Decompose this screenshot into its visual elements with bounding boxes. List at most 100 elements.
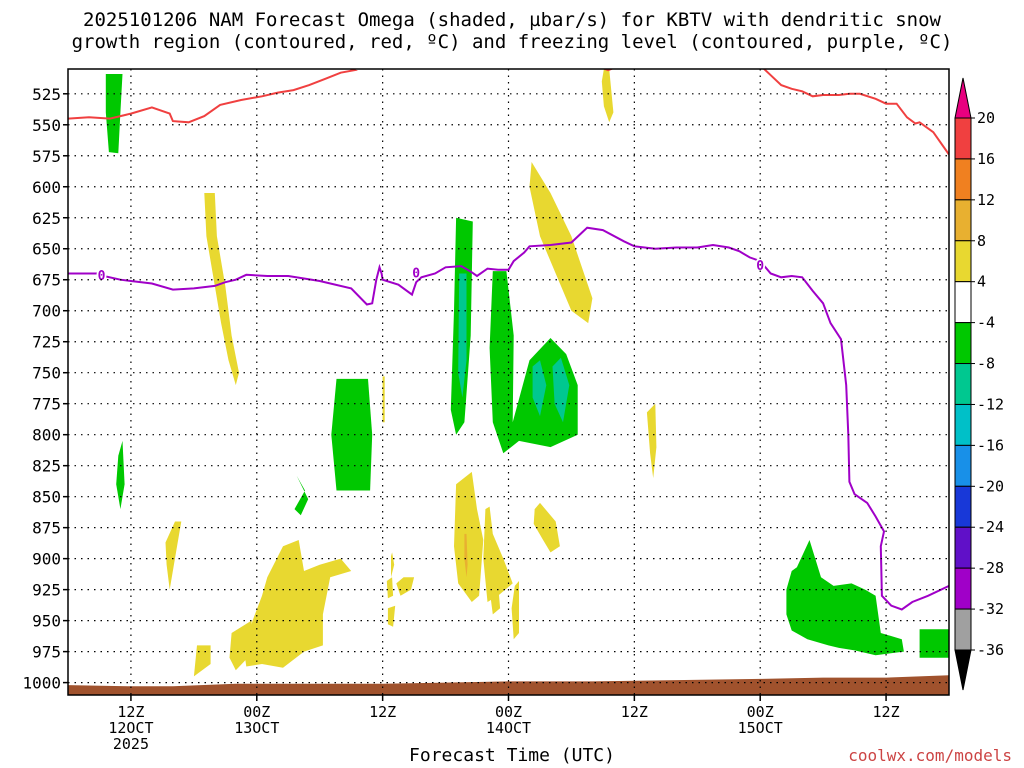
colorbar-label-8: -16 [977,436,1004,454]
contour-label-2: 0 [756,259,764,274]
omega-region-11 [646,403,657,479]
omega-region-29 [919,629,949,658]
omega-region-3 [458,273,467,398]
omega-region-10 [382,376,385,423]
y-tick-label-5: 650 [32,240,61,259]
x-tick-label-2-0: 12Z [369,703,396,721]
omega-region-22 [454,471,484,602]
colorbar-box-1 [954,158,972,201]
y-tick-label-7: 700 [32,302,61,321]
omega-region-14 [165,521,182,590]
omega-region-4 [529,162,593,324]
colorbar-box-12 [954,608,972,651]
omega-region-0 [105,74,123,154]
x-tick-label-4-0: 12Z [621,703,648,721]
colorbar-label-2: 12 [977,191,995,209]
contour-label-bg-1 [411,265,422,280]
colorbar-box-11 [954,567,972,610]
x-tick-label-1-1: 13OCT [234,719,279,737]
colorbar-box-8 [954,444,972,487]
y-tick-label-4: 625 [32,209,61,228]
y-tick-label-3: 600 [32,178,61,197]
omega-region-24 [483,506,513,602]
colorbar-box-3 [954,240,972,283]
y-tick-label-6: 675 [32,271,61,290]
colorbar-label-1: 16 [977,150,995,168]
omega-region-13 [116,440,125,510]
axes-layer: 525 550 575 600 625 650 675 700 725 750 775 800 825 8… [22,68,950,753]
x-tick-label-0-2: 2025 [113,735,149,753]
colorbar-label-10: -24 [977,518,1004,536]
y-tick-label-9: 750 [32,364,61,383]
omega-region-27 [533,502,560,553]
omega-region-5 [489,271,578,454]
x-tick-label-5-0: 00Z [747,703,774,721]
chart-title-line2: growth region (contoured, red, ºC) and f… [71,31,953,53]
chart-title-line1: 2025101206 NAM Forecast Omega (shaded, µ… [83,9,941,31]
omega-region-28 [786,540,904,656]
omega-region-21 [387,605,396,627]
omega-region-1 [601,69,614,123]
colorbar-box-5 [954,322,972,365]
dgz-contour-line [68,69,949,156]
colorbar: 20 16 12 8 4 -4 -8 -12 -16 -20 -24 -28 -32 -36 [954,77,1004,691]
colorbar-label-5: -4 [977,314,995,332]
contour-lines-layer: 0 0 0 [68,69,949,611]
omega-region-12 [294,475,309,516]
x-tick-label-0-1: 12OCT [108,719,153,737]
colorbar-label-7: -12 [977,395,1004,413]
y-tick-label-12: 825 [32,457,61,476]
contour-label-0: 0 [98,269,106,284]
y-tick-label-16: 925 [32,581,61,600]
y-tick-label-19: 1000 [22,674,61,693]
colorbar-box-9 [954,485,972,528]
omega-region-23 [464,533,468,578]
x-axis-title: Forecast Time (UTC) [409,745,615,766]
omega-region-26 [511,581,519,640]
omega-region-19 [386,577,394,599]
omega-region-7 [552,357,570,423]
colorbar-box-7 [954,403,972,446]
colorbar-label-9: -20 [977,477,1004,495]
y-tick-label-0: 525 [32,85,61,104]
contour-label-1: 0 [412,266,420,281]
omega-region-18 [391,552,395,578]
omega-region-16 [193,645,211,677]
colorbar-label-4: 4 [977,273,986,291]
contour-label-bg-0 [96,267,107,282]
y-tick-label-8: 725 [32,333,61,352]
freezing-level-line [68,226,949,611]
colorbar-label-11: -28 [977,559,1004,577]
omega-region-9 [331,378,373,491]
colorbar-box-6 [954,363,972,405]
colorbar-box-0 [954,117,972,160]
x-tick-label-5-1: 15OCT [738,719,783,737]
omega-region-25 [485,577,501,615]
x-tick-label-1-0: 00Z [243,703,270,721]
omega-region-20 [396,577,415,596]
y-tick-label-13: 850 [32,488,61,507]
y-tick-label-17: 950 [32,612,61,631]
colorbar-label-13: -36 [977,641,1004,659]
y-tick-label-14: 875 [32,519,61,538]
terrain-fill [68,675,949,695]
y-tick-label-15: 900 [32,550,61,569]
colorbar-top-arrow [954,77,972,119]
grid-lines [68,69,949,695]
colorbar-label-0: 20 [977,109,995,127]
colorbar-label-6: -8 [977,355,995,373]
omega-region-17 [244,540,352,668]
y-tick-label-18: 975 [32,643,61,662]
y-tick-label-2: 575 [32,147,61,166]
y-tick-label-10: 775 [32,395,61,414]
y-tick-label-1: 550 [32,116,61,135]
x-tick-label-0-0: 12Z [117,703,144,721]
colorbar-label-3: 8 [977,232,986,250]
credit-text: coolwx.com/models [848,746,1012,765]
x-tick-label-3-1: 14OCT [486,719,531,737]
omega-region-8 [204,193,239,386]
colorbar-label-12: -32 [977,600,1004,618]
omega-region-6 [532,360,547,417]
y-tick-label-11: 800 [32,426,61,445]
